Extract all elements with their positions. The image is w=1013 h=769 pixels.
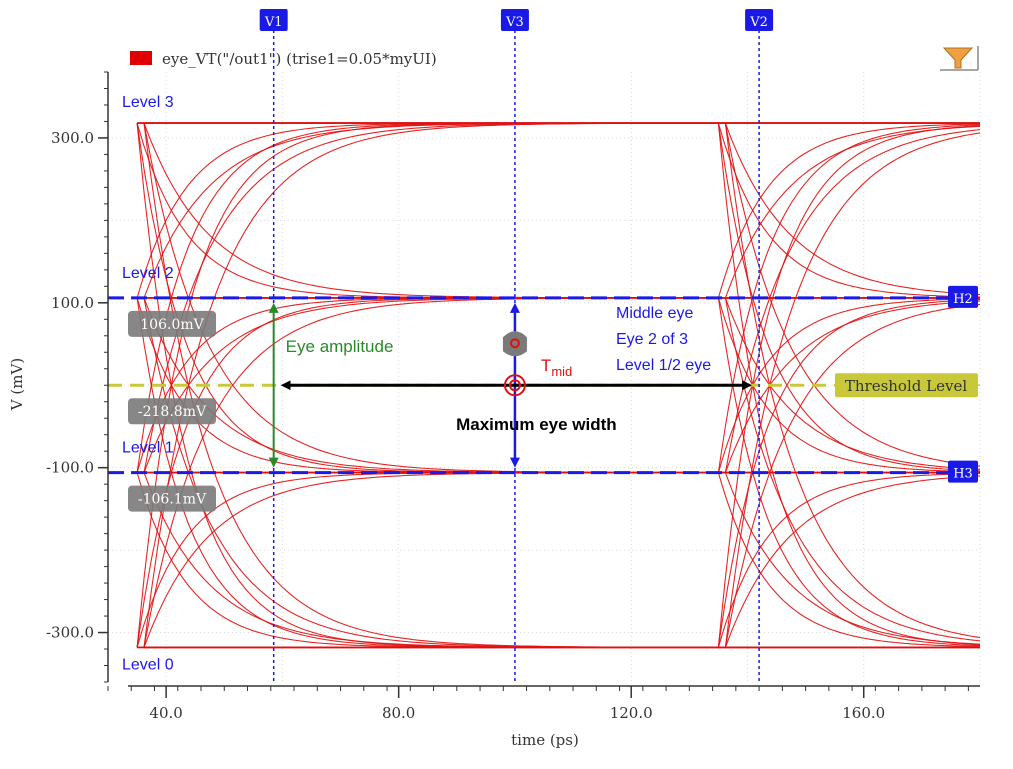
y-tick-label: -300.0: [46, 624, 94, 642]
eye-trace: [717, 123, 981, 472]
level-label: Level 0: [122, 656, 174, 673]
value-label: -106.1mV: [138, 492, 207, 508]
pointer-ring: [509, 338, 520, 349]
threshold-label-box: [835, 373, 978, 398]
eye-trace: [724, 132, 981, 648]
eye-trace: [724, 475, 981, 648]
marker-tag-v2[interactable]: [745, 9, 774, 31]
y-tick-label: -100.0: [46, 459, 94, 477]
marker-tag-h2[interactable]: [948, 285, 978, 308]
y-axis-label: V (mV): [8, 358, 26, 411]
marker-tag-v3[interactable]: [500, 9, 529, 31]
tmid-target-inner: [508, 379, 521, 392]
x-axis-label: time (ps): [511, 731, 579, 749]
eye-trace: [717, 123, 980, 299]
value-label-box: [128, 485, 216, 512]
eye-trace: [724, 125, 981, 299]
level-label: Level 1: [122, 440, 174, 457]
value-label: 106.0mV: [140, 317, 204, 333]
eye-trace: [724, 300, 981, 473]
eye-trace: [724, 297, 981, 642]
x-tick-label: 120.0: [610, 704, 653, 722]
max-eye-width-label: Maximum eye width: [456, 415, 617, 434]
marker-tag-label: V2: [749, 15, 768, 30]
eye-amplitude-label: Eye amplitude: [286, 337, 394, 356]
value-label: -218.8mV: [138, 404, 207, 420]
marker-tag-label: V1: [264, 15, 283, 30]
pointer-icon: [502, 331, 527, 357]
eye-trace: [717, 298, 981, 473]
eye-trace: [717, 472, 981, 648]
eye-trace: [724, 297, 981, 470]
middle-eye-label: Middle eye: [616, 305, 693, 322]
eye-trace: [717, 297, 980, 473]
level-label: Level 2: [122, 265, 174, 282]
annotations: 106.0mV -218.8mV -106.1mV Eye amplitude Maxi…: [128, 302, 753, 512]
legend-swatch: [130, 51, 152, 65]
marker-tag-label: V3: [505, 15, 524, 30]
eye-trace: [724, 472, 981, 645]
eye-trace: [724, 123, 981, 639]
middle-eye-label: Level 1/2 eye: [616, 357, 711, 374]
tmid-subscript: mid: [551, 364, 572, 379]
marker-tag-h3[interactable]: [948, 460, 978, 483]
eye-trace: [717, 122, 981, 298]
eye-trace: [717, 297, 981, 647]
value-label-box: [128, 398, 216, 425]
eye-trace: [717, 472, 981, 648]
threshold-label: Threshold Level: [845, 377, 967, 395]
x-tick-label: 80.0: [382, 704, 415, 722]
eye-trace: [724, 303, 981, 648]
marker-tag-label: H3: [953, 467, 973, 482]
eye-trace: [717, 123, 981, 646]
tmid-label: Tmid: [541, 356, 572, 379]
level-label: Level 3: [122, 94, 174, 111]
filter-icon[interactable]: [940, 46, 979, 71]
marker-tag-v1[interactable]: [259, 9, 288, 31]
x-tick-label: 160.0: [842, 704, 885, 722]
eye-trace: [724, 122, 981, 467]
x-tick-label: 40.0: [149, 704, 182, 722]
eye-trace: [724, 129, 981, 473]
legend-label: eye_VT("/out1") (trise1=0.05*myUI): [162, 50, 437, 68]
y-tick-label: 100.0: [51, 294, 94, 312]
eye-trace: [724, 122, 981, 296]
axes: 300.0 100.0 -100.0 -300.0 40.0 80.0 120.0 160.0: [46, 71, 980, 722]
middle-eye-label: Eye 2 of 3: [616, 331, 688, 348]
tmid-target-outer: [503, 374, 526, 397]
y-tick-label: 300.0: [51, 129, 94, 147]
value-label-box: [128, 310, 216, 337]
symbol-level-lines: Level 0 Level 1 Level 2 Level 3: [122, 94, 980, 673]
marker-tag-label: H2: [953, 292, 973, 307]
